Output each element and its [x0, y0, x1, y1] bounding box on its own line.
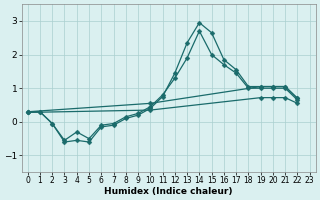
- X-axis label: Humidex (Indice chaleur): Humidex (Indice chaleur): [104, 187, 233, 196]
